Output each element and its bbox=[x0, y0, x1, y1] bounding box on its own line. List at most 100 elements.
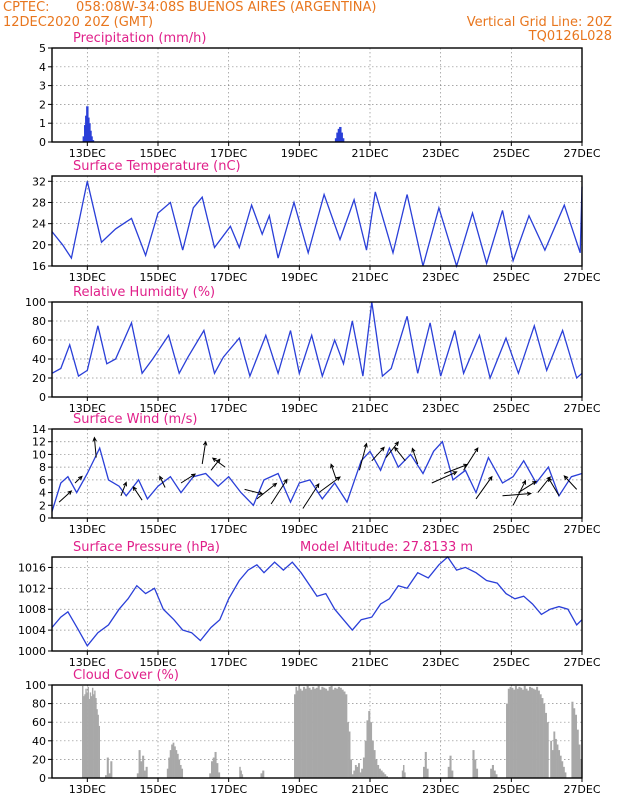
wind-ytick-label: 6 bbox=[39, 474, 46, 487]
cloud-cover-bar bbox=[402, 764, 405, 778]
cloud-cover-bar bbox=[385, 776, 388, 778]
wind-title: Surface Wind (m/s) bbox=[73, 412, 197, 427]
header-model: TQ0126L028 bbox=[528, 29, 612, 44]
cloud-cover-bar bbox=[97, 714, 99, 778]
cloud-cover-bar bbox=[345, 694, 348, 778]
cloud-cover-xtick-label: 17DEC bbox=[210, 783, 247, 796]
cloud-cover-bar bbox=[348, 731, 351, 778]
cloud-cover-bar bbox=[106, 757, 109, 778]
cloud-cover-xtick-label: 13DEC bbox=[69, 783, 106, 796]
cloud-cover-bar bbox=[371, 740, 374, 778]
cloud-cover-bar bbox=[83, 696, 85, 778]
cloud-cover-bar bbox=[364, 740, 367, 778]
cloud-cover-bar bbox=[541, 698, 544, 778]
precipitation-frame bbox=[51, 47, 583, 143]
cloud-cover-bar bbox=[493, 770, 496, 778]
temperature-xtick-label: 27DEC bbox=[563, 271, 600, 284]
header-grid-note: Vertical Grid Line: 20Z bbox=[467, 15, 612, 30]
pressure-subtitle: Model Altitude: 27.8133 m bbox=[300, 540, 473, 555]
cloud-cover-bar bbox=[447, 766, 450, 778]
cloud-cover-bar bbox=[169, 750, 172, 778]
temperature-series-line bbox=[51, 181, 583, 269]
cloud-cover-ytick-label: 20 bbox=[32, 753, 46, 766]
pressure-xtick-label: 23DEC bbox=[422, 656, 459, 669]
cloud-cover-bar bbox=[380, 770, 383, 778]
cloud-cover-bar bbox=[351, 774, 354, 778]
precipitation-xtick-label: 23DEC bbox=[422, 147, 459, 160]
precipitation-ytick-label: 1 bbox=[39, 117, 46, 130]
cloud-cover-bar bbox=[174, 746, 176, 778]
wind-ytick-label: 10 bbox=[32, 448, 46, 461]
cloud-cover-bar bbox=[84, 694, 86, 778]
cloud-cover-bar bbox=[550, 740, 553, 778]
pressure-xtick-label: 15DEC bbox=[139, 656, 176, 669]
cloud-cover-bar bbox=[476, 768, 479, 778]
cloud-cover-bar bbox=[511, 687, 514, 778]
cloud-cover-bar bbox=[574, 714, 577, 778]
cloud-cover-bar bbox=[573, 708, 576, 778]
wind-xtick-label: 19DEC bbox=[281, 523, 318, 536]
cloud-cover-bar bbox=[339, 687, 342, 778]
cloud-cover-bar bbox=[576, 729, 579, 778]
header-source: CPTEC: bbox=[3, 0, 50, 15]
cloud-cover-bar bbox=[328, 686, 331, 778]
pressure-xtick-label: 17DEC bbox=[210, 656, 247, 669]
cloud-cover-bar bbox=[520, 687, 523, 778]
precipitation-title: Precipitation (mm/h) bbox=[73, 31, 206, 46]
cloud-cover-bar bbox=[343, 691, 346, 778]
temperature-ytick-label: 24 bbox=[32, 218, 46, 231]
cloud-cover-bar bbox=[218, 772, 221, 778]
wind-vector-arrow bbox=[547, 476, 560, 497]
cloud-cover-bar bbox=[88, 698, 91, 778]
cloud-cover-bar bbox=[509, 686, 512, 778]
cloud-cover-bar bbox=[536, 686, 539, 778]
wind-vector-arrow bbox=[502, 491, 532, 497]
precipitation-ytick-label: 2 bbox=[39, 98, 46, 111]
cloud-cover-bar bbox=[212, 757, 215, 778]
cloud-cover-bar bbox=[260, 773, 263, 778]
temperature-xtick-label: 23DEC bbox=[422, 271, 459, 284]
cloud-cover-bar bbox=[472, 750, 475, 778]
wind-vector-arrow bbox=[518, 480, 538, 494]
cloud-cover-bar bbox=[525, 688, 528, 778]
cloud-cover-bar bbox=[539, 694, 542, 778]
wind-ytick-label: 14 bbox=[32, 423, 46, 436]
cloud-cover-bar bbox=[98, 725, 100, 778]
wind-vector-arrow bbox=[371, 446, 385, 462]
wind-frame bbox=[51, 428, 583, 519]
wind-vector-arrow bbox=[201, 440, 208, 465]
cloud-cover-bar bbox=[514, 685, 517, 778]
cloud-cover-bar bbox=[382, 772, 385, 778]
cloud-cover-bar bbox=[319, 689, 322, 778]
cloud-cover-bar bbox=[176, 753, 179, 778]
cloud-cover-bar bbox=[384, 774, 387, 778]
wind-vector-arrow bbox=[563, 475, 578, 490]
precipitation-xtick-label: 25DEC bbox=[493, 147, 530, 160]
precipitation-bar bbox=[91, 140, 95, 142]
humidity-xtick-label: 17DEC bbox=[210, 402, 247, 415]
pressure-ytick-label: 1016 bbox=[18, 561, 46, 574]
cloud-cover-bar bbox=[551, 750, 554, 778]
cloud-cover-bar bbox=[302, 686, 306, 778]
wind-vector-arrow bbox=[210, 458, 221, 471]
cloud-cover-bar bbox=[105, 775, 108, 778]
cloud-cover-bar bbox=[521, 689, 524, 778]
cloud-cover-ytick-label: 100 bbox=[25, 679, 46, 692]
cloud-cover-bar bbox=[294, 694, 296, 778]
cloud-cover-bar bbox=[171, 744, 173, 778]
cloud-cover-bar bbox=[312, 686, 315, 778]
cloud-cover-xtick-label: 21DEC bbox=[351, 783, 388, 796]
humidity-series-line bbox=[51, 301, 583, 381]
wind-vector-arrow bbox=[431, 471, 458, 484]
cloud-cover-bar bbox=[426, 768, 429, 778]
precipitation-bar bbox=[340, 132, 343, 142]
cloud-cover-ytick-label: 0 bbox=[39, 772, 46, 785]
cloud-cover-bar bbox=[424, 751, 427, 778]
precipitation-bar bbox=[339, 126, 342, 142]
wind-xtick-label: 25DEC bbox=[493, 523, 530, 536]
cloud-cover-bar bbox=[96, 709, 98, 778]
cloud-cover-bar bbox=[310, 689, 313, 778]
humidity-ytick-label: 20 bbox=[32, 372, 46, 385]
wind-ytick-label: 8 bbox=[39, 461, 46, 474]
